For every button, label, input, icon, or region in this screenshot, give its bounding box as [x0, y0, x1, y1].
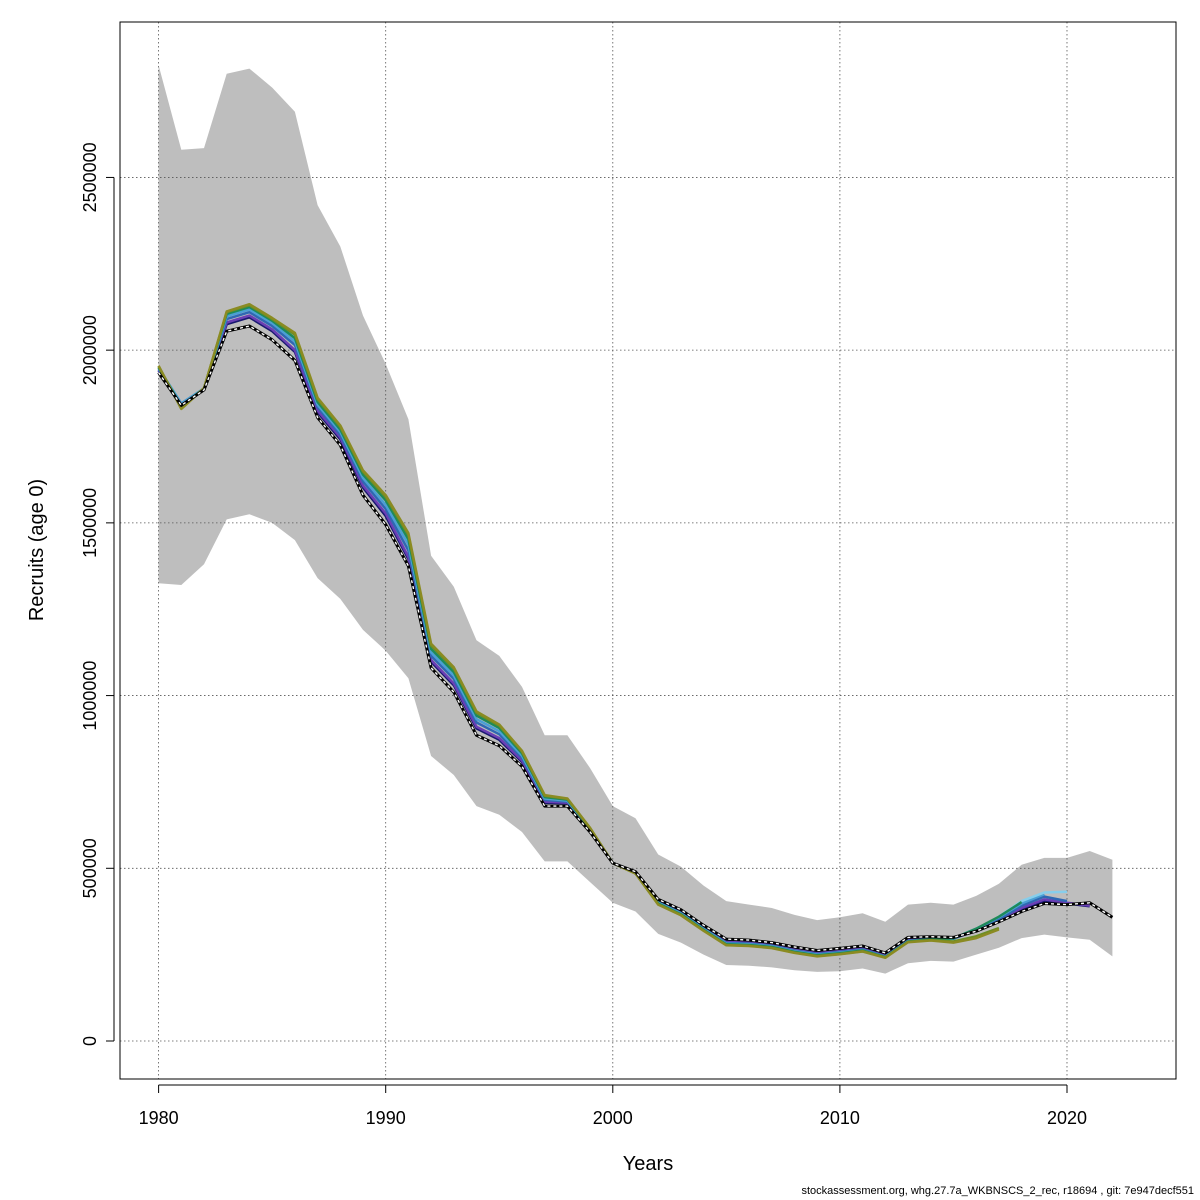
x-axis-title: Years — [623, 1153, 673, 1175]
x-tick-label: 1980 — [139, 1108, 179, 1128]
y-tick-label: 0 — [80, 1036, 100, 1046]
y-tick-label: 2000000 — [80, 315, 100, 385]
confidence-band-layer — [158, 65, 1113, 974]
series-line-8 — [157, 302, 1000, 960]
confidence-band — [158, 65, 1113, 974]
x-axis: 1980 1990 2000 2010 2020 — [139, 1084, 1087, 1128]
series-lines — [120, 22, 1176, 1079]
y-axis: 0 500000 1000000 1500000 2000000 2500000 — [80, 142, 115, 1046]
y-tick-label: 1500000 — [80, 488, 100, 558]
x-tick-label: 1990 — [366, 1108, 406, 1128]
footer-note: stockassessment.org, whg.27.7a_WKBNSCS_2… — [801, 1185, 1194, 1197]
x-tick-label: 2000 — [593, 1108, 633, 1128]
y-tick-label: 1000000 — [80, 661, 100, 731]
y-axis-title: Recruits (age 0) — [26, 479, 48, 621]
y-tick-label: 500000 — [80, 838, 100, 898]
x-tick-label: 2020 — [1047, 1108, 1087, 1128]
y-tick-label: 2500000 — [80, 142, 100, 212]
series-line-estimate-dash — [158, 325, 1113, 954]
x-tick-label: 2010 — [820, 1108, 860, 1128]
plot-frame — [119, 21, 1177, 1080]
